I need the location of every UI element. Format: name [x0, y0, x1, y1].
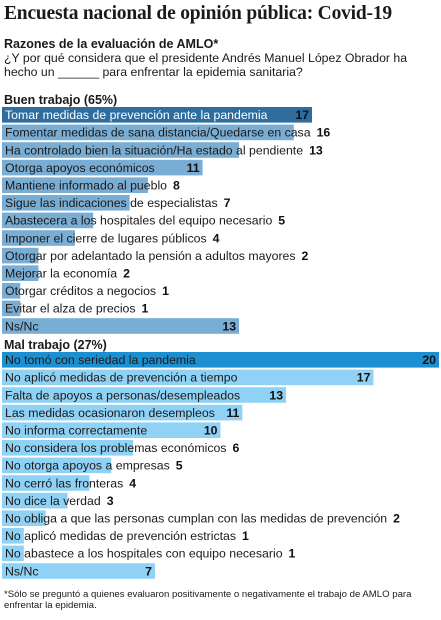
- category-label: Evitar el alza de precios: [5, 302, 136, 316]
- bar: [2, 318, 240, 334]
- good-section-title: Buen trabajo (65%): [4, 93, 118, 107]
- bar: [2, 124, 294, 141]
- value-label: 1: [242, 529, 249, 543]
- bar: [2, 300, 21, 317]
- value-label: 1: [142, 302, 149, 316]
- bar: [2, 563, 155, 579]
- value-label: 10: [204, 424, 218, 438]
- bar: [2, 283, 21, 299]
- bar: [2, 265, 39, 281]
- category-label: Ns/Nc: [5, 319, 38, 333]
- bar: [2, 457, 112, 474]
- category-label: Sigue las indicaciones de especialistas: [5, 196, 218, 210]
- bar: [2, 387, 287, 403]
- bar: [2, 369, 374, 386]
- value-label: 13: [269, 388, 283, 402]
- value-label: 17: [295, 108, 309, 122]
- bar: [2, 142, 240, 158]
- bar: [2, 159, 203, 176]
- value-label: 17: [357, 371, 371, 385]
- category-label: Falta de apoyos a personas/desempleados: [5, 388, 240, 402]
- category-label: No dice la verdad: [5, 494, 101, 508]
- value-label: 2: [302, 249, 309, 263]
- bar: [2, 247, 39, 264]
- value-label: 4: [213, 231, 220, 245]
- bar: [2, 195, 130, 211]
- page-subtitle: Razones de la evaluación de AMLO*: [4, 37, 219, 51]
- value-label: 7: [145, 564, 152, 578]
- category-label: Otorga apoyos económicos: [5, 161, 155, 175]
- value-label: 3: [107, 494, 114, 508]
- bar: [2, 510, 46, 526]
- value-label: 5: [278, 214, 285, 228]
- bar: [2, 230, 75, 246]
- category-label: Otorgar por adelantado la pensión a adul…: [5, 249, 296, 263]
- value-label: 11: [187, 161, 200, 175]
- value-label: 13: [222, 319, 236, 333]
- category-label: Imponer el cierre de lugares públicos: [5, 231, 207, 245]
- value-label: 1: [289, 547, 296, 561]
- category-label: No aplicó medidas de prevención a tiempo: [5, 371, 238, 385]
- bar: [2, 177, 148, 193]
- category-label: No abastece a los hospitales con equipo …: [5, 547, 283, 561]
- category-label: No tomó con seriedad la pandemia: [5, 353, 196, 367]
- category-label: Tomar medidas de prevención ante la pand…: [5, 108, 268, 122]
- category-label: No cerró las fronteras: [5, 476, 123, 490]
- value-label: 4: [129, 476, 136, 490]
- footnote: *Sólo se preguntó a quienes evaluaron po…: [4, 589, 412, 611]
- bar: [2, 528, 24, 544]
- bar: [2, 422, 221, 438]
- value-label: 13: [309, 143, 323, 157]
- category-label: No considera los problemas económicos: [5, 441, 226, 455]
- value-label: 7: [224, 196, 231, 210]
- category-label: Otorgar créditos a negocios: [5, 284, 156, 298]
- category-label: No informa correctamente: [5, 424, 147, 438]
- value-label: 20: [422, 353, 436, 367]
- value-label: 2: [123, 267, 130, 281]
- category-label: Ha controlado bien la situación/Ha estad…: [5, 143, 303, 157]
- category-label: No obliga a que las personas cumplan con…: [5, 512, 387, 526]
- good-chart: Tomar medidas de prevención ante la pand…: [2, 107, 330, 334]
- value-label: 1: [162, 284, 169, 298]
- category-label: Fomentar medidas de sana distancia/Queda…: [5, 126, 311, 140]
- bar: [2, 107, 312, 123]
- bad-chart: No tomó con seriedad la pandemia 20 No apl…: [2, 352, 439, 579]
- bar: [2, 475, 90, 491]
- bar: [2, 352, 439, 368]
- bad-section-title: Mal trabajo (27%): [4, 338, 107, 352]
- value-label: 16: [317, 126, 331, 140]
- category-label: Mejorar la economía: [5, 267, 117, 281]
- category-label: Las medidas ocasionaron desempleos: [5, 406, 215, 420]
- value-label: 11: [226, 406, 239, 420]
- bar: [2, 404, 243, 421]
- bar: [2, 212, 94, 229]
- value-label: 6: [232, 441, 239, 455]
- category-label: No aplicó medidas de prevención estricta…: [5, 529, 236, 543]
- value-label: 2: [393, 512, 400, 526]
- value-label: 5: [176, 459, 183, 473]
- bar: [2, 440, 134, 456]
- value-label: 8: [173, 179, 180, 193]
- category-label: Mantiene informado al pueblo: [5, 179, 167, 193]
- bar: [2, 545, 24, 562]
- survey-question: ¿Y por qué considera que el presidente A…: [4, 51, 408, 79]
- bar: [2, 492, 68, 509]
- page-title: Encuesta nacional de opinión pública: Co…: [4, 3, 392, 24]
- category-label: Abastecera a los hospitales del equipo n…: [5, 214, 272, 228]
- category-label: Ns/Nc: [5, 564, 38, 578]
- category-label: No otorga apoyos a empresas: [5, 459, 170, 473]
- bar-charts: Tomar medidas de prevención ante la pand…: [2, 107, 439, 579]
